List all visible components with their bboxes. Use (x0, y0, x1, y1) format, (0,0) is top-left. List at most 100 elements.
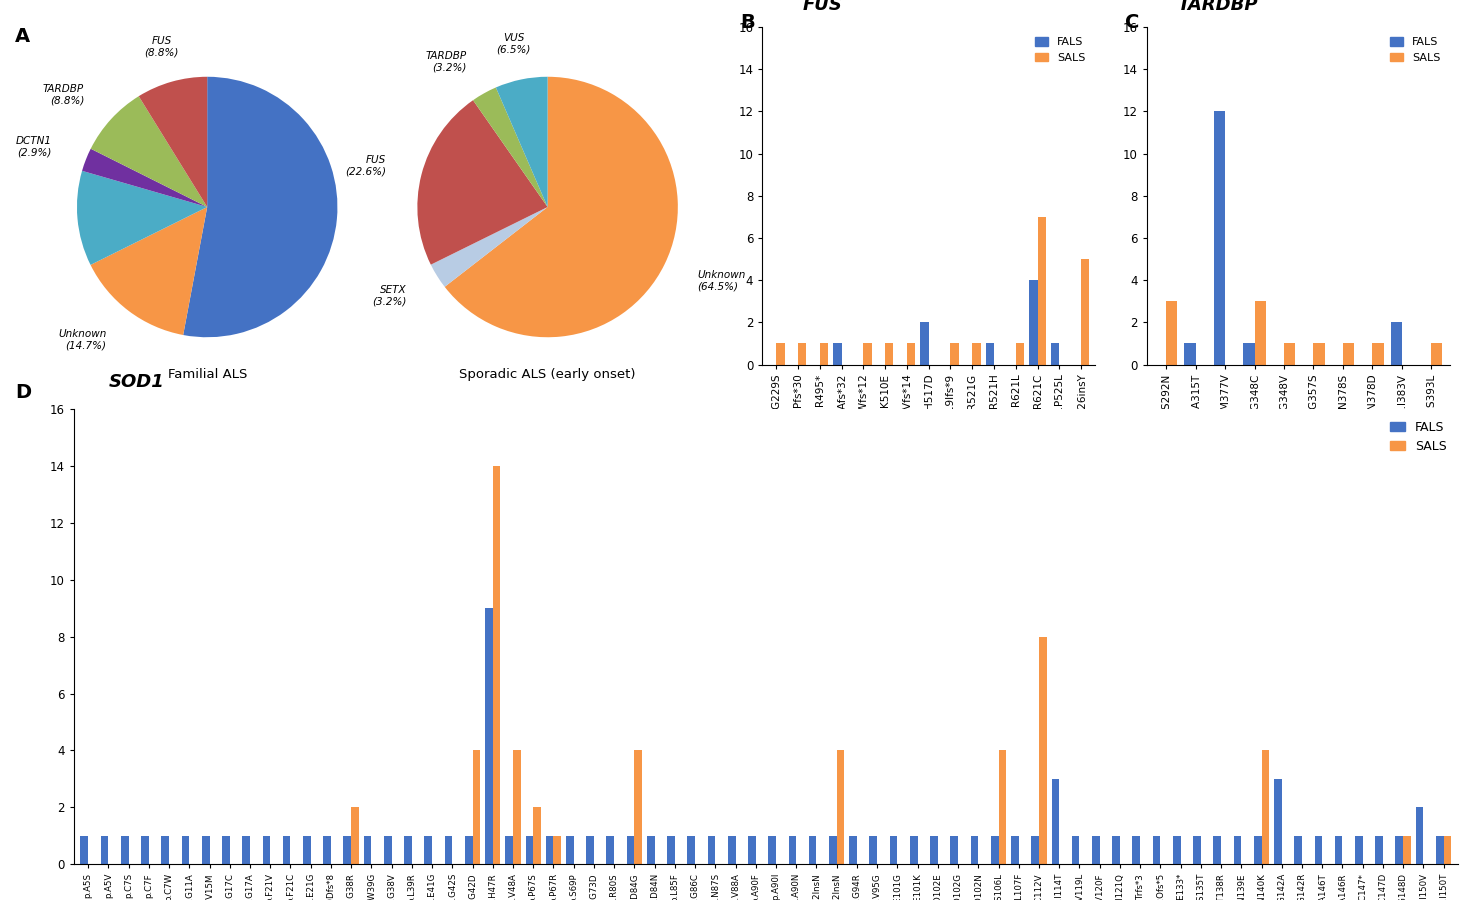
Text: B: B (740, 14, 755, 32)
Wedge shape (184, 76, 337, 338)
Bar (863, 344, 872, 364)
Bar (1313, 344, 1325, 364)
Bar (182, 835, 189, 864)
Bar (798, 344, 807, 364)
Bar (1391, 322, 1402, 364)
Bar (243, 835, 250, 864)
Text: FUS
(22.6%): FUS (22.6%) (345, 155, 386, 176)
Bar (161, 835, 169, 864)
Bar (1029, 280, 1037, 364)
Bar (1416, 807, 1424, 864)
Bar (1431, 344, 1443, 364)
Bar (1174, 835, 1181, 864)
Text: TARDBP
(8.8%): TARDBP (8.8%) (43, 84, 84, 105)
Bar (1295, 835, 1302, 864)
Bar (972, 344, 981, 364)
Bar (485, 608, 493, 864)
Bar (1193, 835, 1200, 864)
Bar (1051, 344, 1060, 364)
Bar (121, 835, 129, 864)
Bar (1342, 344, 1354, 364)
Bar (950, 835, 958, 864)
Bar (262, 835, 271, 864)
Bar (1113, 835, 1120, 864)
Bar (303, 835, 311, 864)
Bar (364, 835, 371, 864)
Bar (351, 807, 358, 864)
Text: VUS
(6.5%): VUS (6.5%) (497, 33, 531, 55)
Bar (404, 835, 411, 864)
Bar (554, 835, 561, 864)
Bar (201, 835, 210, 864)
Legend: FALS, SALS: FALS, SALS (1030, 32, 1089, 68)
Bar (910, 835, 918, 864)
Bar (1011, 835, 1018, 864)
Bar (1335, 835, 1342, 864)
Bar (1372, 344, 1384, 364)
Bar (768, 835, 776, 864)
Bar (885, 344, 894, 364)
Bar (1375, 835, 1382, 864)
Text: TARDBP: TARDBP (1178, 0, 1258, 14)
Wedge shape (444, 76, 678, 338)
Text: C: C (1125, 14, 1140, 32)
Bar (533, 807, 540, 864)
Bar (1015, 344, 1024, 364)
Bar (1132, 835, 1140, 864)
Bar (1254, 835, 1261, 864)
Wedge shape (81, 148, 207, 207)
Title: Familial ALS: Familial ALS (167, 368, 247, 381)
Bar (565, 835, 574, 864)
Bar (950, 344, 959, 364)
Text: FUS: FUS (802, 0, 842, 14)
Bar (626, 835, 635, 864)
Bar (999, 751, 1006, 864)
Bar (1234, 835, 1242, 864)
Bar (525, 835, 533, 864)
Bar (808, 835, 817, 864)
Bar (1214, 112, 1225, 364)
Wedge shape (77, 171, 207, 265)
Bar (907, 344, 915, 364)
Bar (1039, 637, 1046, 864)
Bar (1032, 835, 1039, 864)
Bar (833, 344, 842, 364)
Bar (777, 344, 784, 364)
Bar (586, 835, 593, 864)
Bar (1396, 835, 1403, 864)
Bar (1436, 835, 1443, 864)
Bar (1356, 835, 1363, 864)
Bar (635, 751, 642, 864)
Bar (687, 835, 696, 864)
Wedge shape (431, 207, 548, 287)
Wedge shape (496, 76, 548, 207)
Wedge shape (417, 100, 548, 265)
Bar (1092, 835, 1100, 864)
Bar (141, 835, 149, 864)
Wedge shape (90, 96, 207, 207)
Bar (1153, 835, 1160, 864)
Bar (647, 835, 654, 864)
Bar (1037, 217, 1046, 364)
Text: A: A (15, 27, 30, 46)
Wedge shape (139, 76, 207, 207)
Bar (472, 751, 480, 864)
Bar (889, 835, 897, 864)
Text: SOD1: SOD1 (108, 374, 164, 392)
Bar (1314, 835, 1322, 864)
Bar (101, 835, 108, 864)
Bar (869, 835, 878, 864)
Bar (514, 751, 521, 864)
Bar (323, 835, 332, 864)
Text: SETX
(3.2%): SETX (3.2%) (371, 284, 407, 306)
Text: DCTN1
(2.9%): DCTN1 (2.9%) (16, 136, 52, 158)
Bar (986, 344, 995, 364)
Bar (607, 835, 614, 864)
Bar (465, 835, 472, 864)
Bar (1403, 835, 1410, 864)
Bar (1443, 835, 1452, 864)
Bar (1274, 778, 1282, 864)
Bar (820, 344, 829, 364)
Text: Unknown
(14.7%): Unknown (14.7%) (58, 329, 107, 351)
Bar (992, 835, 999, 864)
